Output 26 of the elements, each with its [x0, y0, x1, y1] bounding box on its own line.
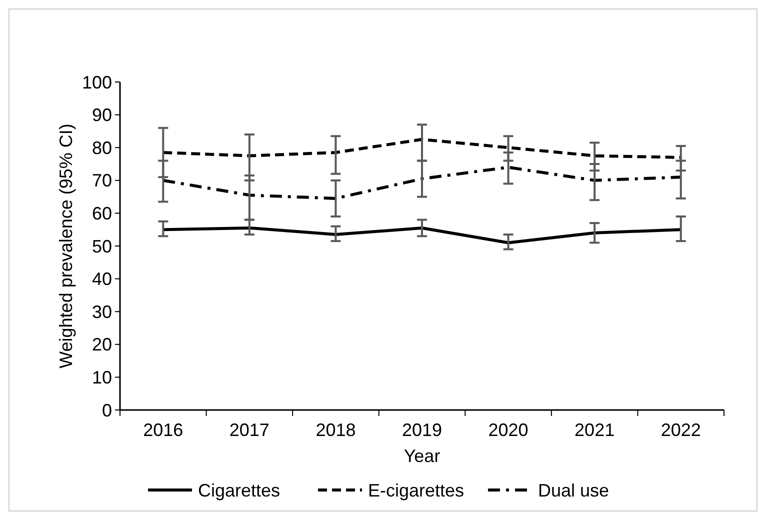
- x-tick-label: 2019: [402, 420, 442, 440]
- x-axis-title: Year: [404, 446, 440, 466]
- x-tick-label: 2018: [316, 420, 356, 440]
- x-tick-label: 2021: [574, 420, 615, 440]
- line-series: [162, 138, 682, 159]
- y-tick-label: 90: [92, 105, 112, 126]
- legend-label: E-cigarettes: [368, 480, 464, 500]
- y-tick-label: 70: [92, 170, 112, 191]
- line-series: [162, 226, 682, 244]
- x-tick-label: 2022: [660, 420, 701, 440]
- y-tick-label: 50: [92, 236, 112, 256]
- x-tick-label: 2017: [229, 420, 270, 440]
- y-tick-label: 40: [92, 269, 112, 290]
- y-tick-label: 100: [82, 72, 112, 92]
- line-series: [162, 166, 682, 200]
- y-axis-title: Weighted prevalence (95% CI): [56, 124, 76, 368]
- x-tick-label: 2020: [488, 420, 528, 440]
- y-tick-label: 60: [92, 204, 112, 224]
- legend-label: Dual use: [538, 480, 610, 500]
- legend-label: Cigarettes: [198, 480, 280, 500]
- y-tick-label: 10: [92, 368, 112, 388]
- y-tick-label: 0: [102, 400, 112, 420]
- y-tick-label: 30: [92, 302, 112, 322]
- x-tick-label: 2016: [143, 420, 184, 440]
- y-tick-label: 80: [92, 138, 112, 158]
- y-tick-label: 20: [92, 334, 112, 355]
